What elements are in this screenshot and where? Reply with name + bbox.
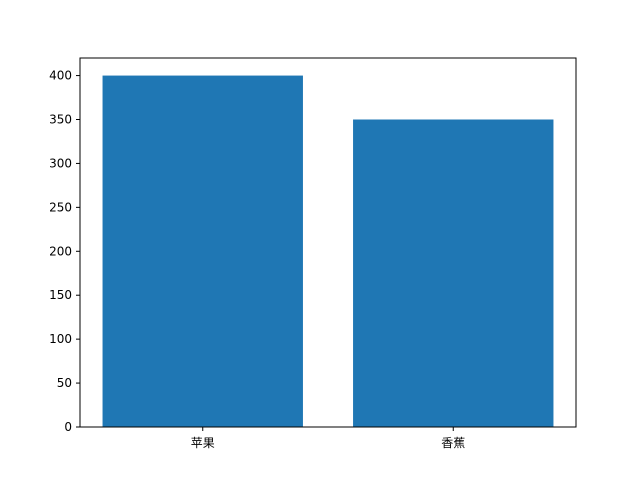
x-tick-label: 香蕉 [441, 436, 465, 450]
bar-0 [102, 75, 303, 428]
y-tick-label: 100 [49, 332, 72, 346]
y-tick-label: 250 [49, 200, 72, 214]
bars [102, 75, 554, 428]
y-tick-label: 350 [49, 113, 72, 127]
axes-frame [79, 57, 577, 428]
y-tick-label: 150 [49, 288, 72, 302]
y-axis: 0 50 100 150 200 250 300 350 400 [49, 69, 80, 434]
y-tick-label: 400 [49, 69, 72, 83]
y-tick-label: 0 [64, 420, 72, 434]
y-tick-label: 300 [49, 156, 72, 170]
x-axis: 苹果 香蕉 [191, 427, 465, 450]
y-tick-label: 200 [49, 244, 72, 258]
x-tick-label: 苹果 [191, 436, 215, 450]
bar-1 [353, 119, 554, 427]
y-tick-label: 50 [57, 376, 72, 390]
